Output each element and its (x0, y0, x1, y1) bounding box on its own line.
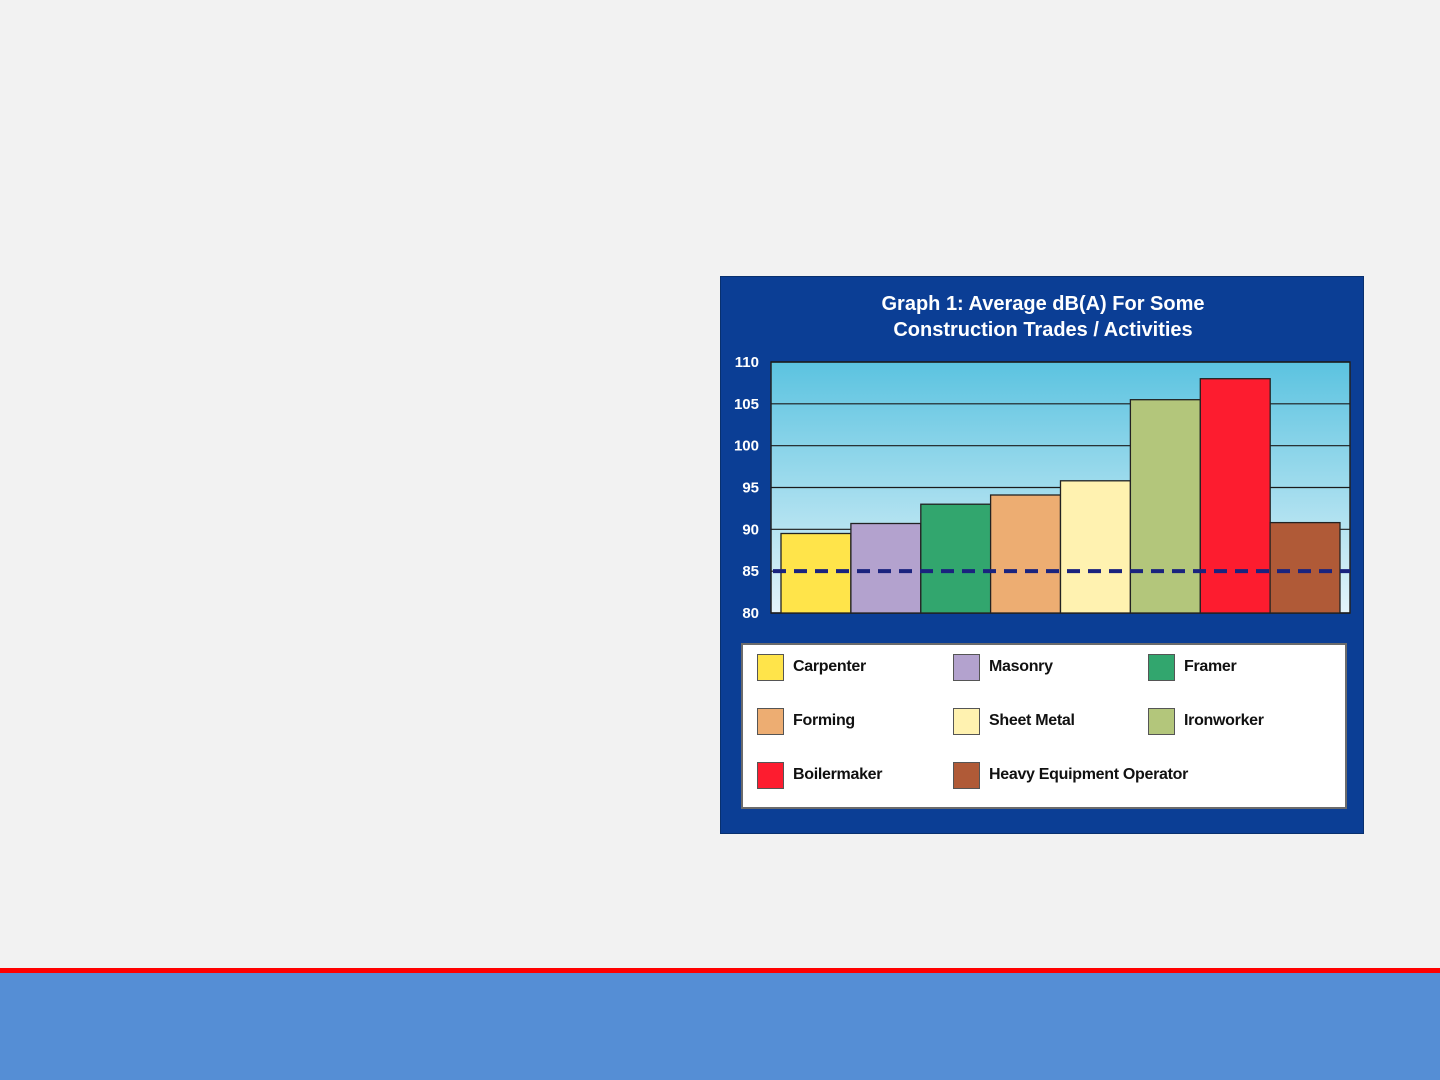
bar-sheet-metal (1059, 480, 1132, 614)
legend-swatch (953, 761, 980, 789)
y-tick-label: 105 (734, 396, 759, 413)
legend-item-carpenter: Carpenter (757, 652, 866, 682)
legend-item-masonry: Masonry (953, 652, 1053, 682)
legend-swatch (953, 653, 980, 681)
legend-label: Carpenter (793, 658, 866, 675)
bar-boilermaker (1199, 378, 1271, 614)
y-tick-label: 80 (742, 605, 759, 622)
bar-carpenter (780, 532, 852, 614)
bar-heavy-equipment-operator (1269, 521, 1341, 614)
legend-swatch (757, 761, 784, 789)
legend-swatch (757, 653, 784, 681)
bar-framer (920, 503, 992, 614)
bar-forming (989, 494, 1062, 614)
bar-masonry (850, 522, 922, 614)
legend-swatch (953, 707, 980, 735)
legend: Carpenter Masonry Framer Forming Sheet Metal… (741, 643, 1347, 809)
legend-item-boilermaker: Boilermaker (757, 760, 883, 790)
chart-title-line-1: Graph 1: Average dB(A) For Some (881, 293, 1204, 315)
y-axis-tick-labels: 80 85 90 95 100 105 110 (734, 354, 759, 622)
legend-label: Sheet Metal (989, 712, 1075, 729)
legend-label: Forming (793, 712, 855, 729)
chart-title-line-2: Construction Trades / Activities (893, 319, 1192, 341)
legend-item-heavy-equipment-operator: Heavy Equipment Operator (953, 760, 1188, 790)
chart-panel: Graph 1: Average dB(A) For Some Construc… (720, 276, 1364, 834)
y-tick-label: 100 (734, 438, 759, 455)
footer-bar (0, 968, 1440, 1080)
legend-item-sheet-metal: Sheet Metal (953, 706, 1075, 736)
y-tick-label: 90 (742, 521, 759, 538)
legend-swatch (757, 707, 784, 735)
y-tick-label: 85 (742, 563, 759, 580)
legend-label: Framer (1184, 658, 1237, 675)
bar-chart: Graph 1: Average dB(A) For Some Construc… (734, 293, 1351, 622)
legend-label: Heavy Equipment Operator (989, 766, 1189, 783)
bars (780, 378, 1341, 614)
y-tick-label: 110 (735, 354, 759, 371)
y-tick-label: 95 (742, 480, 759, 497)
legend-swatch (1148, 707, 1175, 735)
legend-label: Masonry (989, 658, 1053, 675)
legend-label: Boilermaker (793, 766, 883, 783)
bar-ironworker (1129, 399, 1201, 614)
legend-label: Ironworker (1184, 712, 1264, 729)
legend-item-framer: Framer (1148, 652, 1237, 682)
legend-item-forming: Forming (757, 706, 855, 736)
legend-swatch (1148, 653, 1175, 681)
legend-item-ironworker: Ironworker (1148, 706, 1264, 736)
